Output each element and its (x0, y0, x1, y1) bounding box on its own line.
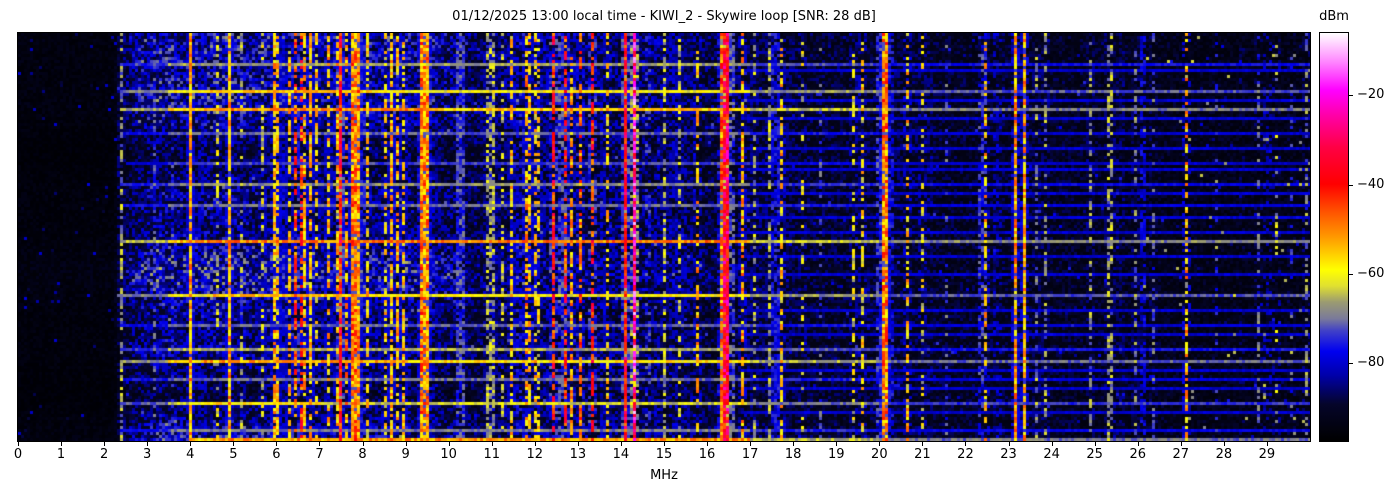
x-tick-label: 8 (358, 447, 367, 462)
x-tick-label: 19 (827, 447, 845, 462)
x-tick-label: 15 (655, 447, 673, 462)
x-tick (491, 442, 493, 446)
x-tick-label: 3 (143, 447, 152, 462)
x-tick (707, 442, 709, 446)
x-tick-label: 29 (1258, 447, 1276, 462)
x-tick (620, 442, 622, 446)
x-tick (664, 442, 665, 446)
x-tick (405, 442, 407, 446)
x-axis-label: MHz (650, 468, 678, 483)
x-tick (1051, 442, 1053, 446)
colorbar-tick (1349, 95, 1353, 97)
x-tick (836, 442, 838, 446)
figure-title: 01/12/2025 13:00 local time - KIWI_2 - S… (452, 9, 876, 24)
x-tick (1008, 442, 1010, 446)
x-tick-label: 4 (186, 447, 195, 462)
x-tick-label: 25 (1086, 447, 1103, 462)
x-tick (965, 442, 967, 446)
x-tick (104, 442, 106, 446)
x-tick (18, 442, 19, 446)
x-tick (319, 442, 321, 446)
x-tick-label: 18 (784, 447, 802, 462)
x-tick (61, 442, 63, 446)
x-tick-label: 21 (914, 447, 931, 462)
x-tick (1266, 442, 1268, 446)
x-tick (534, 442, 536, 446)
x-tick-label: 6 (272, 447, 281, 462)
x-tick (1180, 442, 1182, 446)
x-tick-label: 16 (698, 447, 716, 462)
x-tick-label: 14 (612, 447, 630, 462)
colorbar-tick-label: −20 (1357, 87, 1385, 103)
colorbar-tick-label: −40 (1357, 176, 1385, 192)
x-tick-label: 28 (1215, 447, 1233, 462)
x-tick (233, 442, 235, 446)
x-tick (147, 442, 149, 446)
x-tick-label: 20 (871, 447, 888, 462)
x-tick-label: 0 (13, 447, 23, 462)
colorbar-tick (1349, 362, 1353, 364)
colorbar (1319, 32, 1349, 442)
x-tick-label: 11 (483, 447, 500, 462)
x-tick-label: 10 (440, 447, 457, 462)
x-tick-label: 5 (229, 447, 238, 462)
x-tick (1094, 442, 1096, 446)
x-tick-label: 12 (526, 447, 544, 462)
x-tick (276, 442, 278, 446)
x-tick (190, 442, 192, 446)
x-tick (362, 442, 364, 446)
colorbar-tick (1349, 184, 1353, 186)
waterfall-heatmap-canvas (17, 32, 1311, 442)
colorbar-tick (1349, 273, 1353, 275)
x-tick (922, 442, 924, 446)
x-tick-label: 13 (569, 447, 587, 462)
x-tick (1137, 442, 1139, 446)
colorbar-tick-label: −60 (1357, 265, 1385, 281)
x-tick (448, 442, 450, 446)
x-tick-label: 17 (741, 447, 759, 462)
x-tick (577, 442, 579, 446)
x-tick-label: 22 (957, 447, 974, 462)
x-tick-label: 24 (1043, 447, 1060, 462)
x-tick-label: 26 (1129, 447, 1146, 462)
x-tick (879, 442, 881, 446)
x-tick-label: 2 (99, 447, 109, 462)
x-tick-label: 1 (56, 447, 66, 462)
x-tick (793, 442, 795, 446)
x-tick-label: 7 (315, 447, 324, 462)
x-tick-label: 9 (401, 447, 410, 462)
x-tick-label: 23 (1000, 447, 1017, 462)
x-tick (750, 442, 752, 446)
x-tick (1223, 442, 1225, 446)
colorbar-tick-label: −80 (1357, 354, 1385, 370)
colorbar-title: dBm (1319, 9, 1349, 24)
x-tick-label: 27 (1172, 447, 1190, 462)
